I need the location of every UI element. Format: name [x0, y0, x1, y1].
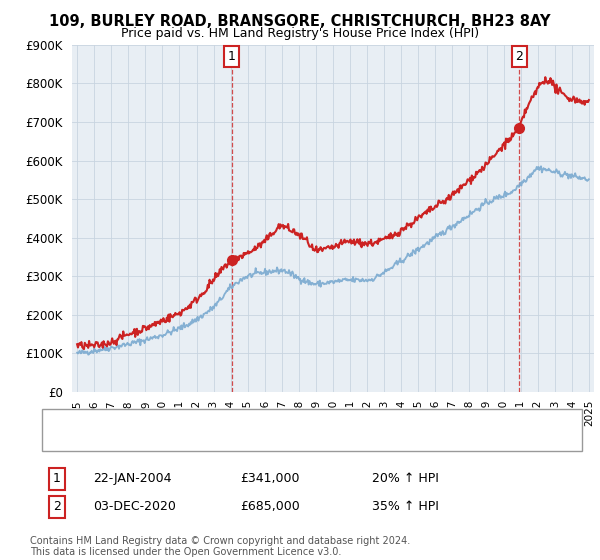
- Text: 35% ↑ HPI: 35% ↑ HPI: [372, 500, 439, 514]
- Text: —: —: [60, 413, 76, 428]
- Text: £685,000: £685,000: [240, 500, 300, 514]
- Text: 109, BURLEY ROAD, BRANSGORE, CHRISTCHURCH, BH23 8AY: 109, BURLEY ROAD, BRANSGORE, CHRISTCHURC…: [49, 14, 551, 29]
- Text: £341,000: £341,000: [240, 472, 299, 486]
- Text: 22-JAN-2004: 22-JAN-2004: [93, 472, 172, 486]
- Text: 1: 1: [53, 472, 61, 486]
- Text: —: —: [60, 432, 76, 446]
- Text: HPI: Average price, detached house, New Forest: HPI: Average price, detached house, New …: [90, 434, 341, 444]
- Text: 03-DEC-2020: 03-DEC-2020: [93, 500, 176, 514]
- Text: Price paid vs. HM Land Registry's House Price Index (HPI): Price paid vs. HM Land Registry's House …: [121, 27, 479, 40]
- Text: 2: 2: [53, 500, 61, 514]
- Text: 2: 2: [515, 50, 523, 63]
- Text: 1: 1: [227, 50, 235, 63]
- Text: 109, BURLEY ROAD, BRANSGORE, CHRISTCHURCH, BH23 8AY (detached house): 109, BURLEY ROAD, BRANSGORE, CHRISTCHURC…: [90, 416, 503, 426]
- Text: Contains HM Land Registry data © Crown copyright and database right 2024.
This d: Contains HM Land Registry data © Crown c…: [30, 535, 410, 557]
- Text: 20% ↑ HPI: 20% ↑ HPI: [372, 472, 439, 486]
